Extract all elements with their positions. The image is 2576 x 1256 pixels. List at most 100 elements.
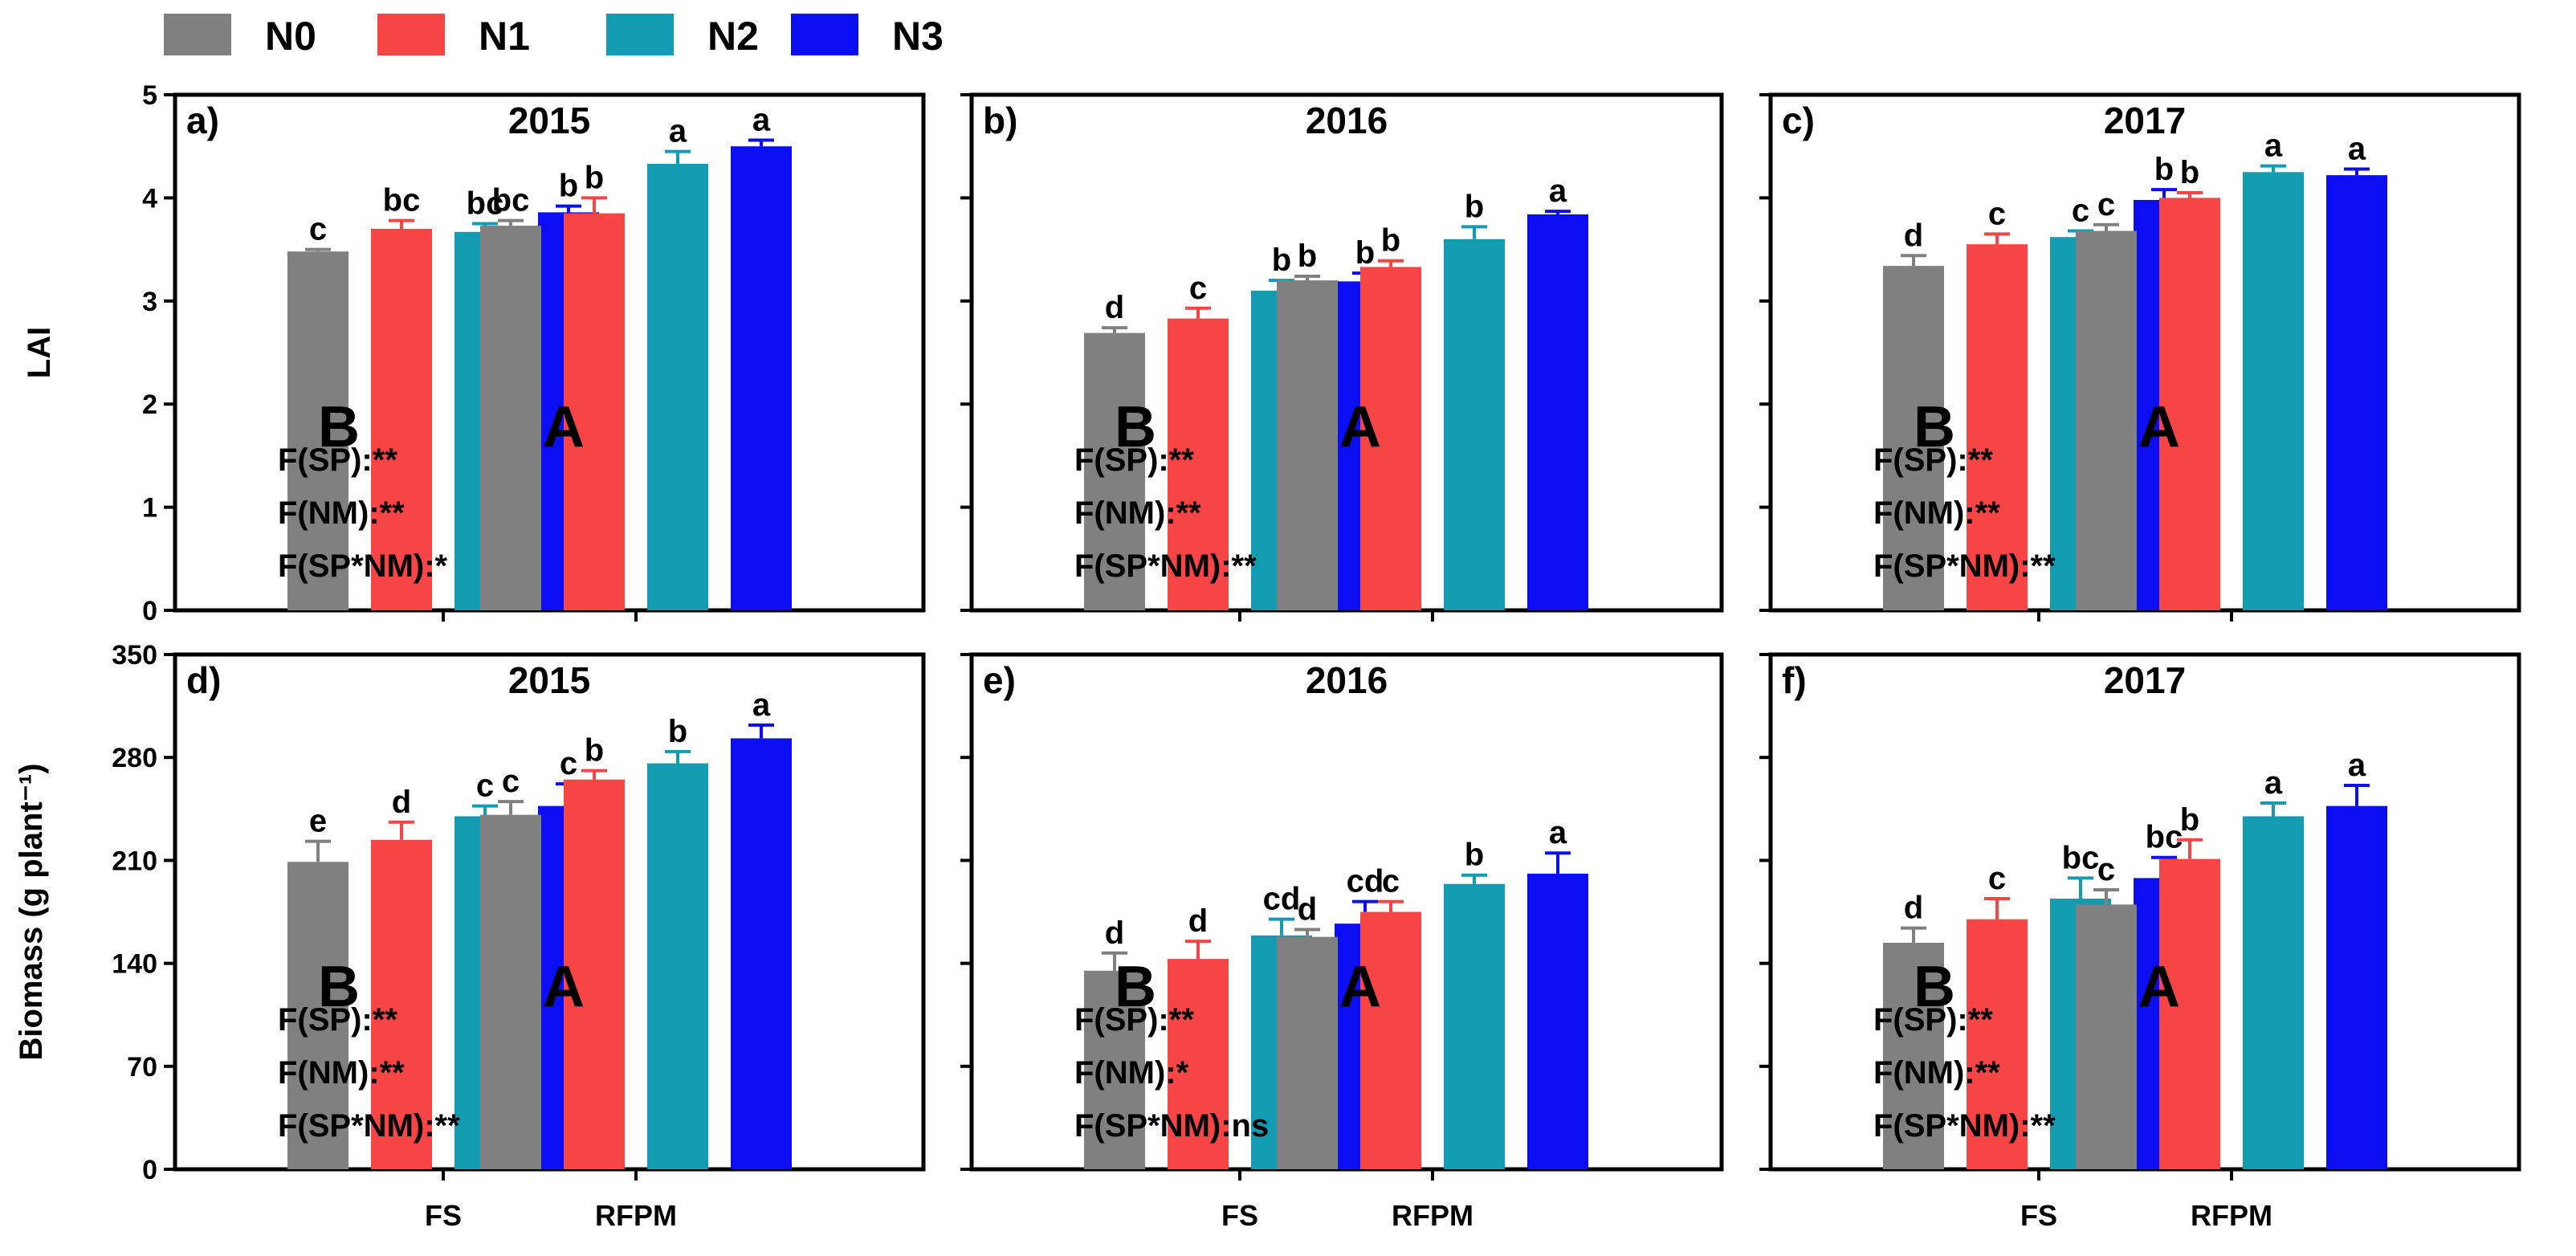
panel-letter: f) xyxy=(1782,659,1807,701)
x-category-label: FS xyxy=(2020,1199,2057,1232)
significance-letter: d xyxy=(1904,891,1923,926)
significance-letter: bc xyxy=(2146,820,2183,855)
x-category-label: RFPM xyxy=(1392,1199,1473,1232)
significance-letter: c xyxy=(2072,193,2089,228)
bar-n0-rfpm xyxy=(2076,230,2137,610)
significance-letter: d xyxy=(1298,891,1317,927)
bar-n1-fs xyxy=(1168,959,1229,1169)
panel-letter: a) xyxy=(186,100,219,141)
group-letter: A xyxy=(2138,955,2180,1019)
stats-line: F(SP):** xyxy=(1074,1002,1194,1038)
group-letter: A xyxy=(2138,395,2180,459)
significance-letter: b xyxy=(2154,152,2174,187)
significance-letter: a xyxy=(669,114,687,149)
y-tick-label: 5 xyxy=(142,80,157,111)
group-letter: A xyxy=(1339,955,1381,1019)
bar-n3-rfpm xyxy=(1527,873,1588,1169)
bar-n1-rfpm xyxy=(564,779,625,1169)
panel-letter: d) xyxy=(186,659,221,701)
significance-letter: b xyxy=(1272,243,1291,278)
x-category-label: RFPM xyxy=(2191,1199,2272,1232)
group-letter: B xyxy=(318,955,360,1019)
bar-n0-rfpm xyxy=(1277,936,1338,1169)
stats-line: F(SP*NM):** xyxy=(1074,548,1257,584)
legend-label-n1: N1 xyxy=(479,14,530,59)
bar-n0-rfpm xyxy=(1277,280,1338,610)
group-letter: B xyxy=(318,395,360,459)
bar-n0-fs xyxy=(1084,970,1145,1169)
bar-n1-fs xyxy=(1967,244,2028,610)
stats-line: F(SP*NM):ns xyxy=(1074,1108,1269,1144)
panel-title: 2017 xyxy=(2104,659,2186,701)
y-tick-label: 70 xyxy=(127,1052,157,1083)
significance-letter: b xyxy=(585,733,604,769)
bar-n1-fs xyxy=(1168,318,1229,610)
y-tick-label: 140 xyxy=(112,949,157,980)
stats-line: F(NM):** xyxy=(1074,495,1201,531)
bar-n0-fs xyxy=(1883,266,1944,610)
significance-letter: b xyxy=(1465,189,1484,224)
significance-letter: bc xyxy=(492,183,530,218)
bar-n0-fs xyxy=(1883,942,1944,1169)
y-tick-label: 0 xyxy=(142,596,157,626)
bar-n0-rfpm xyxy=(2076,904,2137,1169)
panel-letter: b) xyxy=(983,100,1017,141)
bar-n1-rfpm xyxy=(1360,267,1421,610)
significance-letter: a xyxy=(2348,131,2366,166)
significance-letter: b xyxy=(2180,155,2199,190)
y-tick-label: 1 xyxy=(142,493,157,524)
bar-n1-fs xyxy=(371,228,432,610)
legend-swatch-n1 xyxy=(377,14,445,55)
significance-letter: d xyxy=(1904,218,1923,253)
bar-n1-fs xyxy=(1967,919,2028,1169)
bar-n1-rfpm xyxy=(2159,858,2220,1169)
significance-letter: cd xyxy=(1347,864,1384,899)
y-axis-title: LAI xyxy=(22,327,57,378)
group-letter: B xyxy=(1115,955,1156,1019)
significance-letter: e xyxy=(309,804,327,839)
significance-letter: a xyxy=(1549,815,1567,850)
bar-n2-rfpm xyxy=(647,164,708,610)
y-tick-label: 280 xyxy=(112,743,157,773)
bar-n1-rfpm xyxy=(1360,911,1421,1169)
group-letter: B xyxy=(1115,395,1156,459)
panel-title: 2017 xyxy=(2104,100,2186,141)
bar-n1-rfpm xyxy=(2159,198,2220,610)
significance-letter: b xyxy=(585,160,604,195)
stats-line: F(SP*NM):** xyxy=(278,1108,460,1144)
legend-swatch-n0 xyxy=(164,14,231,55)
significance-letter: b xyxy=(2180,802,2199,838)
significance-letter: d xyxy=(1105,290,1124,325)
stats-line: F(SP*NM):* xyxy=(278,548,448,584)
bar-n3-rfpm xyxy=(2326,805,2387,1169)
y-tick-label: 210 xyxy=(112,846,157,876)
significance-letter: cd xyxy=(1263,882,1301,917)
significance-letter: a xyxy=(1549,173,1567,209)
legend-swatch-n3 xyxy=(791,14,858,55)
significance-letter: c xyxy=(1988,861,2006,896)
legend-swatch-n2 xyxy=(606,14,674,55)
significance-letter: b xyxy=(559,169,578,204)
stats-line: F(NM):** xyxy=(1873,495,2000,531)
significance-letter: c xyxy=(2097,187,2115,222)
x-category-label: FS xyxy=(425,1199,462,1232)
panel-title: 2016 xyxy=(1306,100,1388,141)
bar-n0-rfpm xyxy=(480,226,541,610)
significance-letter: d xyxy=(392,785,411,820)
significance-letter: d xyxy=(1188,903,1208,939)
bar-n2-rfpm xyxy=(1444,883,1505,1169)
group-letter: B xyxy=(1914,955,1955,1019)
bar-n1-rfpm xyxy=(564,213,625,610)
group-letter: A xyxy=(1339,395,1381,459)
bar-n3-rfpm xyxy=(1527,214,1588,610)
significance-letter: a xyxy=(2264,765,2283,801)
significance-letter: b xyxy=(668,714,687,749)
bar-n2-rfpm xyxy=(1444,239,1505,610)
legend-label-n3: N3 xyxy=(892,14,944,59)
panel-title: 2015 xyxy=(508,100,590,141)
